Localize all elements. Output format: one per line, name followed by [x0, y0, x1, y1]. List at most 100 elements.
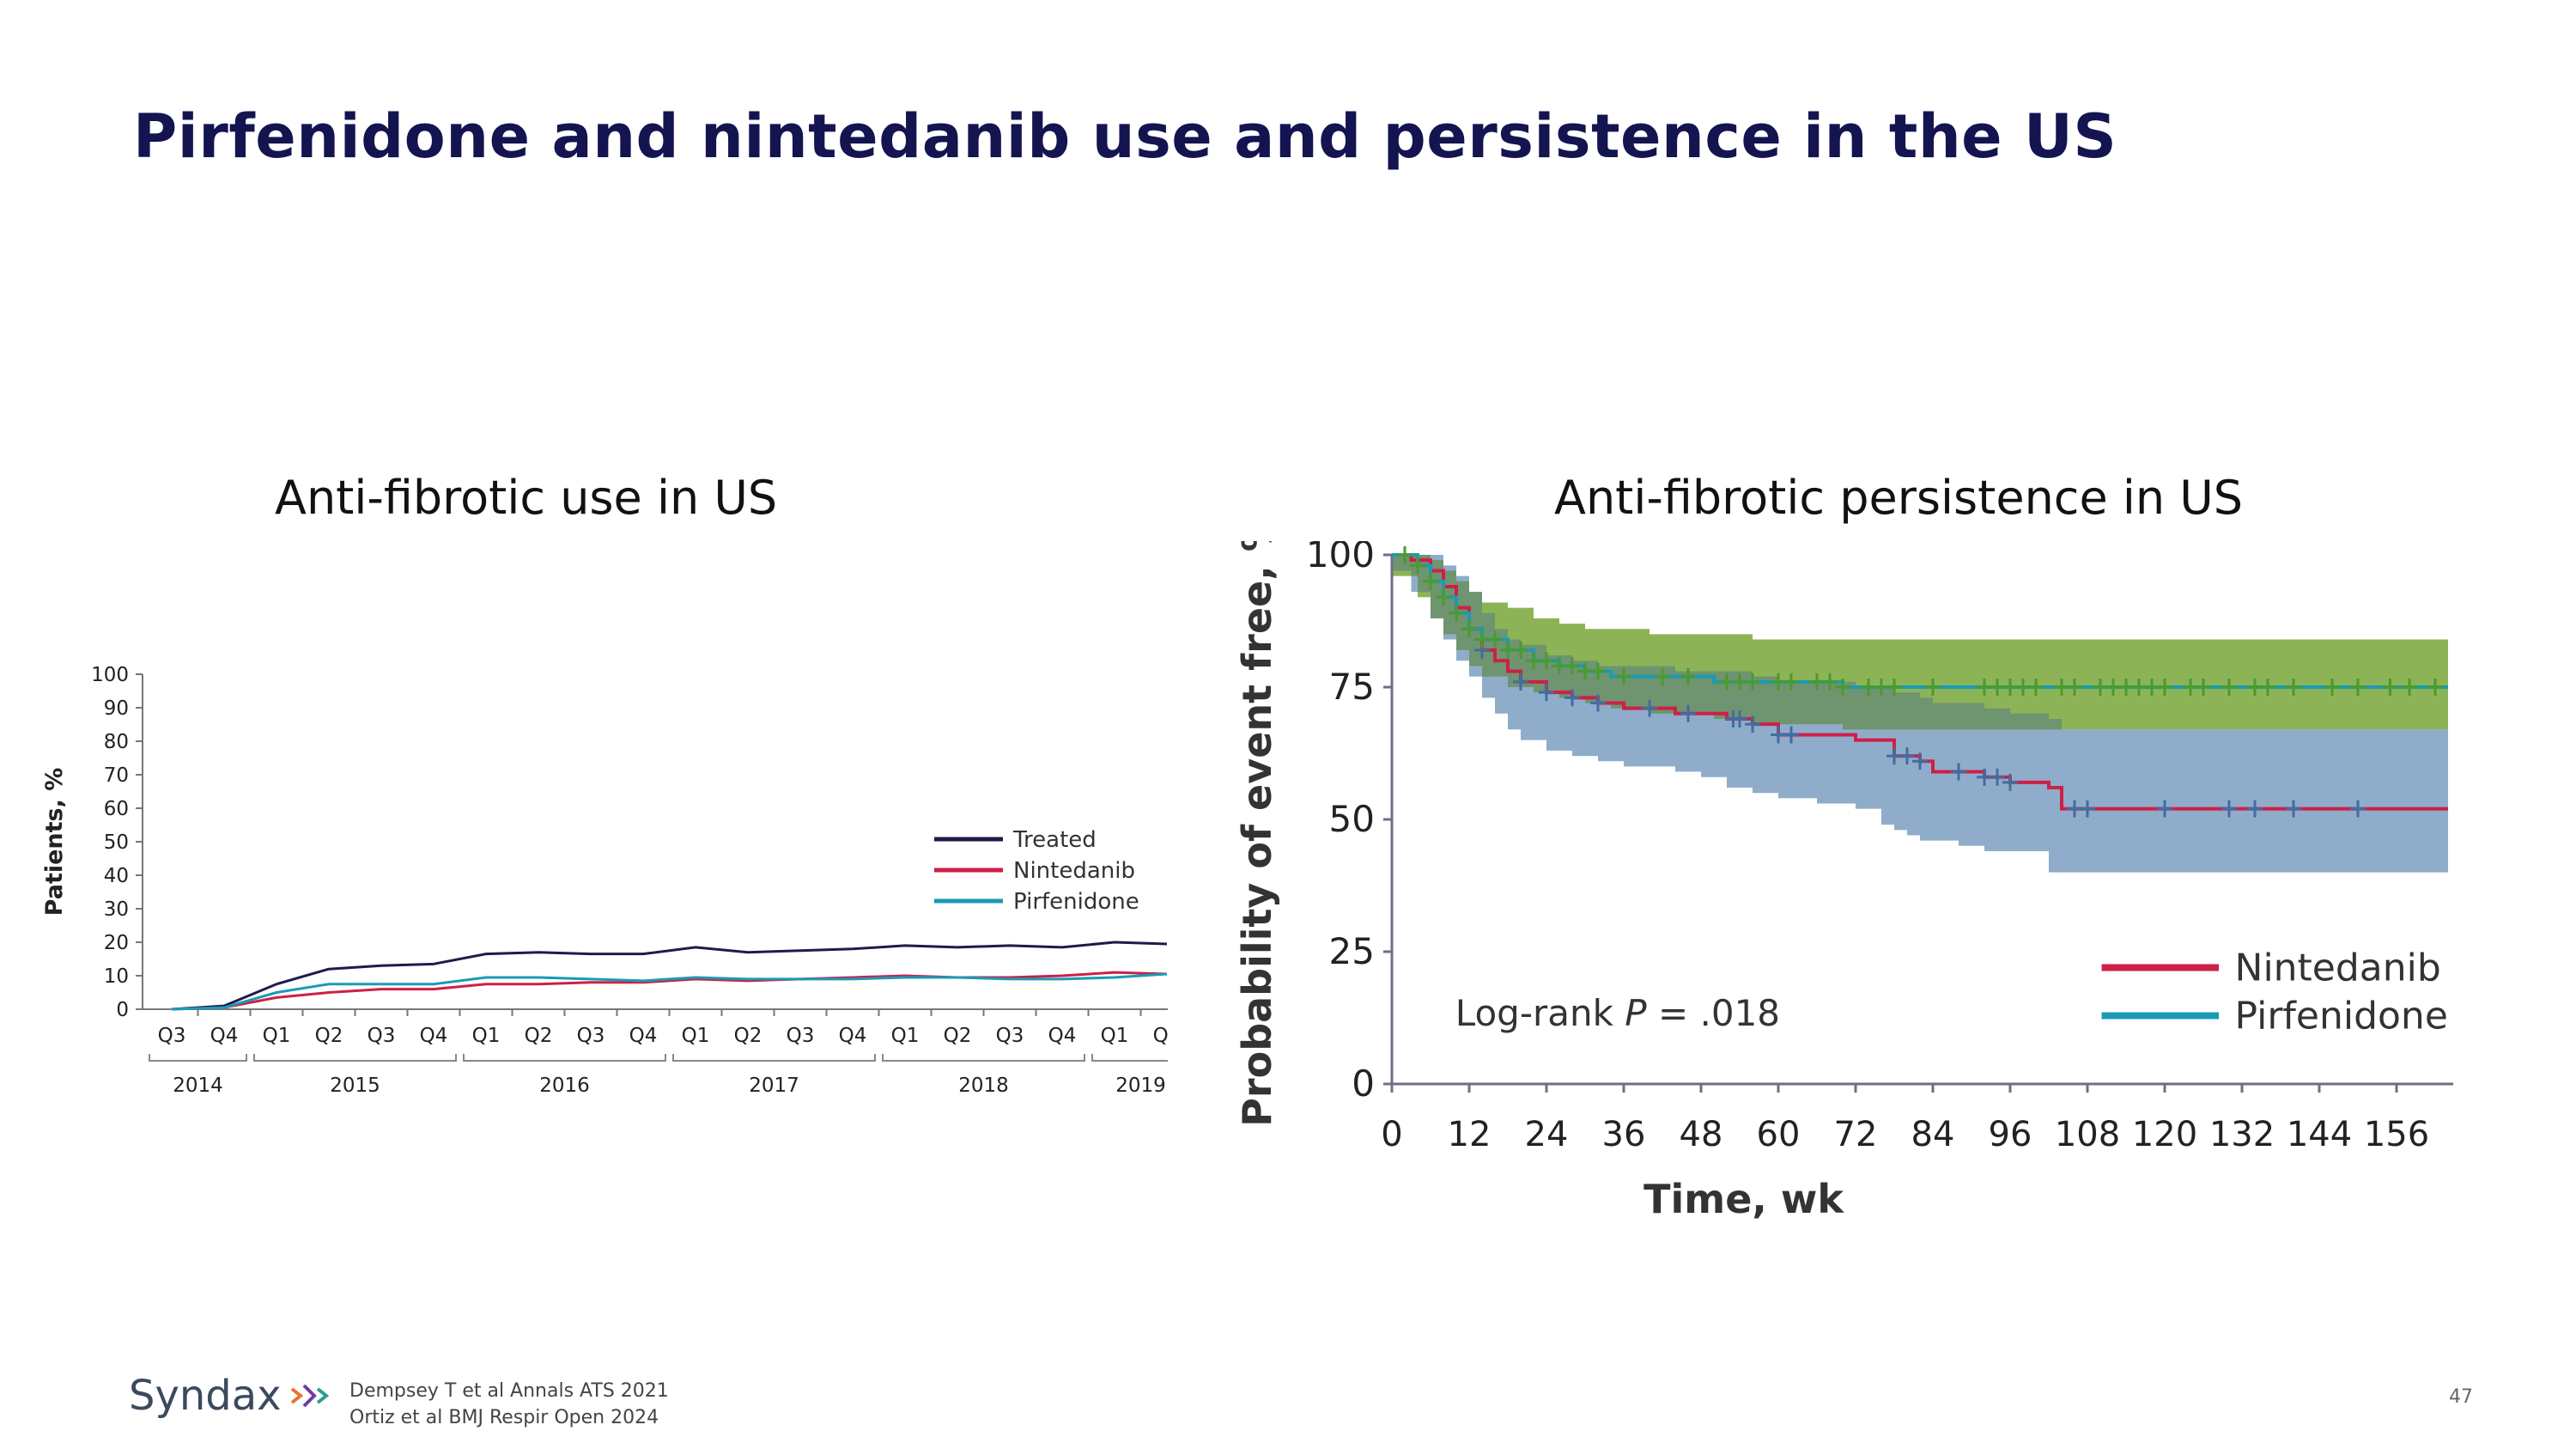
usage-line-chart: 0 10 20 30 40 50 60 70 80 90 100 Patients, % Q3 Q4 Q1 Q…	[41, 664, 1168, 1097]
x-tick-label: Q2	[315, 1025, 343, 1047]
page-number: 47	[2449, 1386, 2473, 1408]
logrank-annotation: Log-rank P = .018	[1455, 992, 1780, 1034]
syndax-logo: Syndax	[129, 1366, 335, 1426]
x-tick-label: Q3	[577, 1025, 605, 1047]
legend-label: Treated	[1012, 827, 1097, 853]
right-panel-title: Anti-fibrotic persistence in US	[1554, 471, 2244, 525]
censor-mark-pirfenidone	[1449, 604, 1464, 622]
censor-mark-pirfenidone	[2286, 679, 2301, 696]
censor-mark-pirfenidone	[2067, 679, 2082, 696]
x-tick-label: 36	[1602, 1115, 1646, 1154]
y-tick-label: 75	[1329, 666, 1375, 708]
x-tick-label: Q1	[891, 1025, 920, 1047]
censor-mark-pirfenidone	[1590, 662, 1606, 680]
x-tick-label: Q1	[472, 1025, 501, 1047]
x-tick-label: Q1	[263, 1025, 291, 1047]
censor-mark-pirfenidone	[2350, 679, 2366, 696]
year-label: 2017	[749, 1075, 799, 1097]
x-tick-label: Q2	[525, 1025, 553, 1047]
footer-references: Dempsey T et al Annals ATS 2021 Ortiz et…	[349, 1378, 669, 1431]
legend-label: Nintedanib	[2235, 946, 2441, 989]
series-line-treated	[171, 941, 1168, 1011]
censor-mark-pirfenidone	[2260, 679, 2275, 696]
censor-mark-pirfenidone	[1436, 588, 1451, 606]
y-tick-label: 50	[104, 831, 129, 854]
year-label: 2019	[1115, 1075, 1166, 1097]
censor-mark-nintedanib	[1783, 726, 1799, 744]
year-bracket	[882, 1054, 1085, 1062]
censor-mark-pirfenidone	[1886, 679, 1902, 696]
y-tick-label: 90	[104, 697, 129, 720]
left-panel-title: Anti-fibrotic use in US	[275, 471, 778, 525]
x-tick-label: Q3	[158, 1025, 186, 1047]
censor-mark-pirfenidone	[1925, 679, 1941, 696]
censor-mark-pirfenidone	[1745, 673, 1760, 691]
censor-mark-nintedanib	[1642, 699, 1657, 717]
x-tick-label: 60	[1757, 1115, 1801, 1154]
x-tick-label: Q2	[1153, 1025, 1168, 1047]
censor-mark-pirfenidone	[2427, 679, 2443, 696]
x-tick-label: 0	[1381, 1115, 1402, 1154]
censor-mark-nintedanib	[1590, 694, 1606, 712]
reference-line: Dempsey T et al Annals ATS 2021	[349, 1380, 669, 1402]
censor-mark-pirfenidone	[1680, 667, 1696, 685]
x-tick-label: Q4	[1048, 1025, 1077, 1047]
censor-mark-pirfenidone	[2196, 679, 2211, 696]
x-tick-label: 72	[1834, 1115, 1878, 1154]
series-line-pirfenidone	[171, 972, 1168, 1011]
censor-mark-nintedanib	[1951, 763, 1966, 781]
x-tick-label: Q2	[734, 1025, 762, 1047]
y-tick-label: 100	[91, 664, 129, 686]
annotation-p: P	[1625, 992, 1647, 1034]
censor-mark-pirfenidone	[2221, 679, 2237, 696]
year-bracket	[672, 1054, 876, 1062]
y-axis-title: Probability of event free, %	[1234, 541, 1280, 1127]
annotation-value: = .018	[1647, 992, 1780, 1034]
annotation-prefix: Log-rank	[1455, 992, 1625, 1034]
y-tick-label: 20	[104, 932, 129, 954]
year-label: 2018	[958, 1075, 1009, 1097]
logo-arrows-icon	[290, 1384, 329, 1408]
x-tick-label: 108	[2055, 1115, 2120, 1154]
x-tick-label: 120	[2132, 1115, 2197, 1154]
y-tick-label: 25	[1329, 930, 1375, 972]
x-tick-label: Q2	[944, 1025, 972, 1047]
km-curve-pirfenidone	[1392, 553, 2448, 689]
legend-label: Pirfenidone	[2235, 994, 2448, 1038]
y-tick-label: 0	[1352, 1062, 1375, 1105]
year-label: 2015	[330, 1075, 380, 1097]
x-tick-label: 84	[1911, 1115, 1955, 1154]
censor-mark-pirfenidone	[1616, 667, 1631, 685]
year-label: 2014	[173, 1075, 223, 1097]
legend-label: Pirfenidone	[1013, 889, 1139, 915]
censor-mark-nintedanib	[2247, 800, 2263, 818]
ci-band-overlap	[1392, 555, 2448, 730]
censor-mark-nintedanib	[1732, 709, 1747, 728]
y-tick-label: 40	[104, 865, 129, 887]
x-tick-label: Q4	[629, 1025, 658, 1047]
x-tick-label: Q1	[1101, 1025, 1129, 1047]
censor-mark-pirfenidone	[1461, 620, 1477, 638]
censor-mark-pirfenidone	[1655, 667, 1670, 685]
year-bracket	[1091, 1054, 1168, 1062]
series-line-nintedanib	[171, 971, 1168, 1011]
x-tick-label: 132	[2209, 1115, 2275, 1154]
x-tick-label: 12	[1448, 1115, 1492, 1154]
x-tick-label: Q1	[682, 1025, 710, 1047]
censor-mark-pirfenidone	[1564, 657, 1580, 675]
x-tick-label: 156	[2364, 1115, 2429, 1154]
censor-mark-nintedanib	[1899, 747, 1915, 765]
censor-mark-pirfenidone	[1835, 679, 1850, 696]
censor-mark-pirfenidone	[1539, 652, 1554, 670]
censor-mark-pirfenidone	[1487, 630, 1503, 648]
censor-mark-nintedanib	[2286, 800, 2301, 818]
logo-wordmark: Syndax	[129, 1372, 282, 1420]
censor-mark-pirfenidone	[1410, 557, 1425, 575]
x-tick-label: 96	[1989, 1115, 2032, 1154]
censor-mark-pirfenidone	[1783, 673, 1799, 691]
x-tick-label: Q3	[787, 1025, 815, 1047]
censor-mark-pirfenidone	[2382, 679, 2398, 696]
censor-mark-nintedanib	[1513, 673, 1528, 691]
legend-label: Nintedanib	[1013, 858, 1135, 884]
censor-mark-nintedanib	[2350, 800, 2366, 818]
